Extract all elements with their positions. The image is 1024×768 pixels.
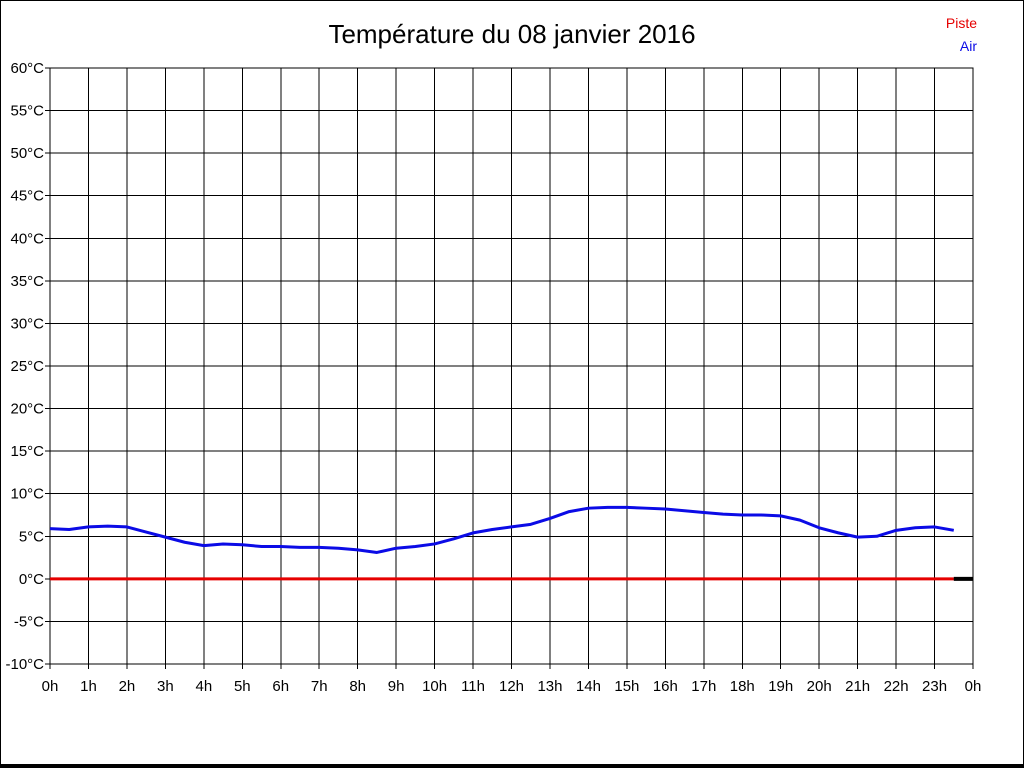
legend-item-piste: Piste	[945, 15, 977, 31]
x-tick-label: 0h	[965, 678, 982, 695]
x-tick-label: 2h	[119, 678, 136, 695]
y-tick-label: 45°C	[10, 188, 44, 205]
y-tick-label: 10°C	[10, 486, 44, 503]
series-line-air	[49, 505, 955, 554]
x-tick-label: 20h	[807, 678, 832, 695]
x-tick-label: 18h	[730, 678, 755, 695]
x-tick-label: 14h	[576, 678, 601, 695]
x-tick-label: 15h	[614, 678, 639, 695]
x-tick-label: 21h	[845, 678, 870, 695]
x-tick-label: 16h	[653, 678, 678, 695]
y-tick-label: 55°C	[10, 103, 44, 120]
x-tick-label: 12h	[499, 678, 524, 695]
y-tick-label: 25°C	[10, 358, 44, 375]
x-tick-label: 9h	[388, 678, 405, 695]
y-tick-label: 0°C	[19, 571, 44, 588]
x-tick-label: 22h	[884, 678, 909, 695]
x-tick-label: 1h	[80, 678, 97, 695]
x-tick-label: 11h	[461, 678, 485, 695]
y-tick-label: 20°C	[10, 401, 44, 418]
x-tick-label: 3h	[157, 678, 174, 695]
chart-grid	[49, 67, 974, 665]
y-tick-label: 60°C	[10, 60, 44, 77]
y-tick-label: 15°C	[10, 443, 44, 460]
x-tick-label: 0h	[42, 678, 59, 695]
x-tick-label: 23h	[922, 678, 947, 695]
chart-legend: Piste Air	[946, 12, 977, 58]
y-tick-label: -10°C	[5, 656, 44, 673]
x-tick-label: 13h	[537, 678, 562, 695]
y-tick-label: 35°C	[10, 273, 44, 290]
x-tick-label: 6h	[272, 678, 289, 695]
y-tick-label: 50°C	[10, 145, 44, 162]
x-tick-label: 7h	[311, 678, 328, 695]
x-tick-label: 8h	[349, 678, 366, 695]
legend-item-air: Air	[959, 38, 977, 54]
y-tick-label: -5°C	[14, 613, 44, 630]
y-tick-label: 5°C	[19, 528, 44, 545]
x-tick-label: 19h	[768, 678, 793, 695]
x-tick-label: 17h	[691, 678, 716, 695]
x-tick-label: 4h	[195, 678, 212, 695]
y-tick-label: 30°C	[10, 315, 44, 332]
x-tick-label: 5h	[234, 678, 251, 695]
x-axis-labels: 0h 1h 2h 3h 4h 5h 6h 7h 8h 9h 10h 11h 12h 13h 14h 15h 16…	[42, 678, 982, 695]
y-axis-labels: 60°C 55°C 50°C 45°C 40°C 35°C 30°C 25°C 20°C 15°C…	[5, 60, 44, 673]
x-tick-label: 10h	[422, 678, 447, 695]
axis-ticks	[45, 67, 974, 669]
chart-title: Température du 08 janvier 2016	[328, 19, 696, 49]
y-tick-label: 40°C	[10, 230, 44, 247]
